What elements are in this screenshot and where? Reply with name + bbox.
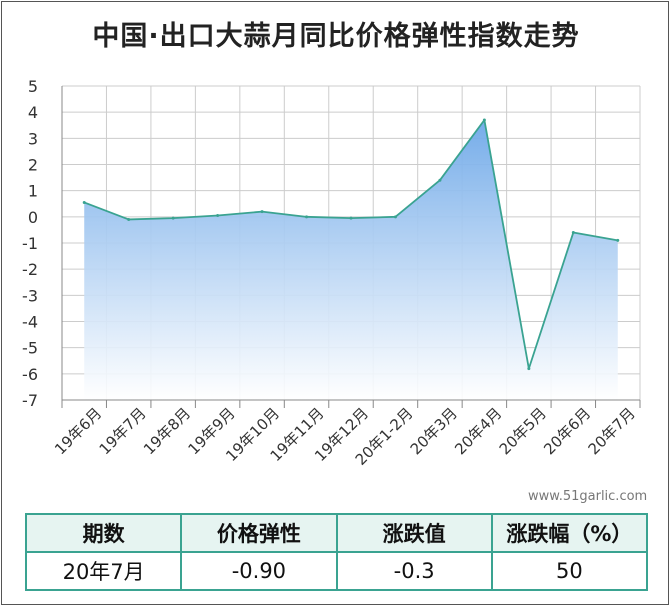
header-price-elasticity: 价格弹性 <box>180 513 338 553</box>
chart-title: 中国·出口大蒜月同比价格弹性指数走势 <box>92 21 580 52</box>
y-tick-label: 3 <box>28 129 38 148</box>
elasticity-chart: 5 4 3 2 1 0 -1 -2 -3 -4 -5 -6 -7 19年6月19年7月19年8月19年9… <box>22 77 641 469</box>
y-tick-label: -6 <box>22 365 38 384</box>
x-tick-label: 20年4月 <box>451 404 505 458</box>
y-tick-label: 2 <box>28 156 38 175</box>
data-point <box>127 217 131 221</box>
x-tick-label: 20年6月 <box>540 404 594 458</box>
y-tick-label: 0 <box>28 208 38 227</box>
y-tick-label: -5 <box>22 339 38 358</box>
data-point <box>527 367 531 371</box>
x-tick-label: 20年7月 <box>585 404 639 458</box>
x-tick-label: 19年6月 <box>51 404 105 458</box>
data-point <box>482 118 486 122</box>
data-point <box>571 231 575 235</box>
data-point <box>349 216 353 220</box>
data-point <box>216 214 220 218</box>
header-change-rate: 涨跌幅（%） <box>490 513 649 553</box>
data-point <box>82 200 86 204</box>
watermark: www.51garlic.com <box>528 489 648 504</box>
x-tick-label: 19年7月 <box>96 404 150 458</box>
y-tick-label: -7 <box>22 391 38 410</box>
axes <box>61 86 641 408</box>
y-tick-labels: 5 4 3 2 1 0 -1 -2 -3 -4 -5 -6 -7 <box>22 77 38 410</box>
table-row: 20年7月 -0.90 -0.3 50 <box>24 551 649 591</box>
cell-change-value: -0.3 <box>335 551 493 591</box>
y-tick-label: -1 <box>22 234 38 253</box>
cell-change-rate: 50 <box>490 551 649 591</box>
y-tick-label: 5 <box>28 77 38 96</box>
x-tick-label: 20年5月 <box>496 404 550 458</box>
cell-price-elasticity: -0.90 <box>180 551 338 591</box>
data-point <box>171 216 175 220</box>
area-fill <box>84 120 618 401</box>
cell-period: 20年7月 <box>24 551 183 591</box>
summary-table: 期数 价格弹性 涨跌值 涨跌幅（%） 20年7月 -0.90 -0.3 50 <box>24 513 649 591</box>
y-tick-label: -3 <box>22 286 38 305</box>
area-layer <box>82 118 620 401</box>
header-period: 期数 <box>24 513 183 553</box>
data-point <box>305 215 309 219</box>
data-point <box>393 215 397 219</box>
y-tick-label: -4 <box>22 313 38 332</box>
data-point <box>438 178 442 182</box>
data-point <box>616 238 620 242</box>
x-tick-labels: 19年6月19年7月19年8月19年9月19年10月19年11月19年12月20… <box>51 404 639 469</box>
table-header-row: 期数 价格弹性 涨跌值 涨跌幅（%） <box>24 513 649 553</box>
y-tick-label: 4 <box>28 103 38 122</box>
data-point <box>260 210 264 214</box>
y-tick-label: -2 <box>22 260 38 279</box>
x-tick-label: 20年3月 <box>407 404 461 458</box>
header-change-value: 涨跌值 <box>335 513 493 553</box>
y-tick-label: 1 <box>28 182 38 201</box>
x-tick-label: 19年8月 <box>140 404 194 458</box>
